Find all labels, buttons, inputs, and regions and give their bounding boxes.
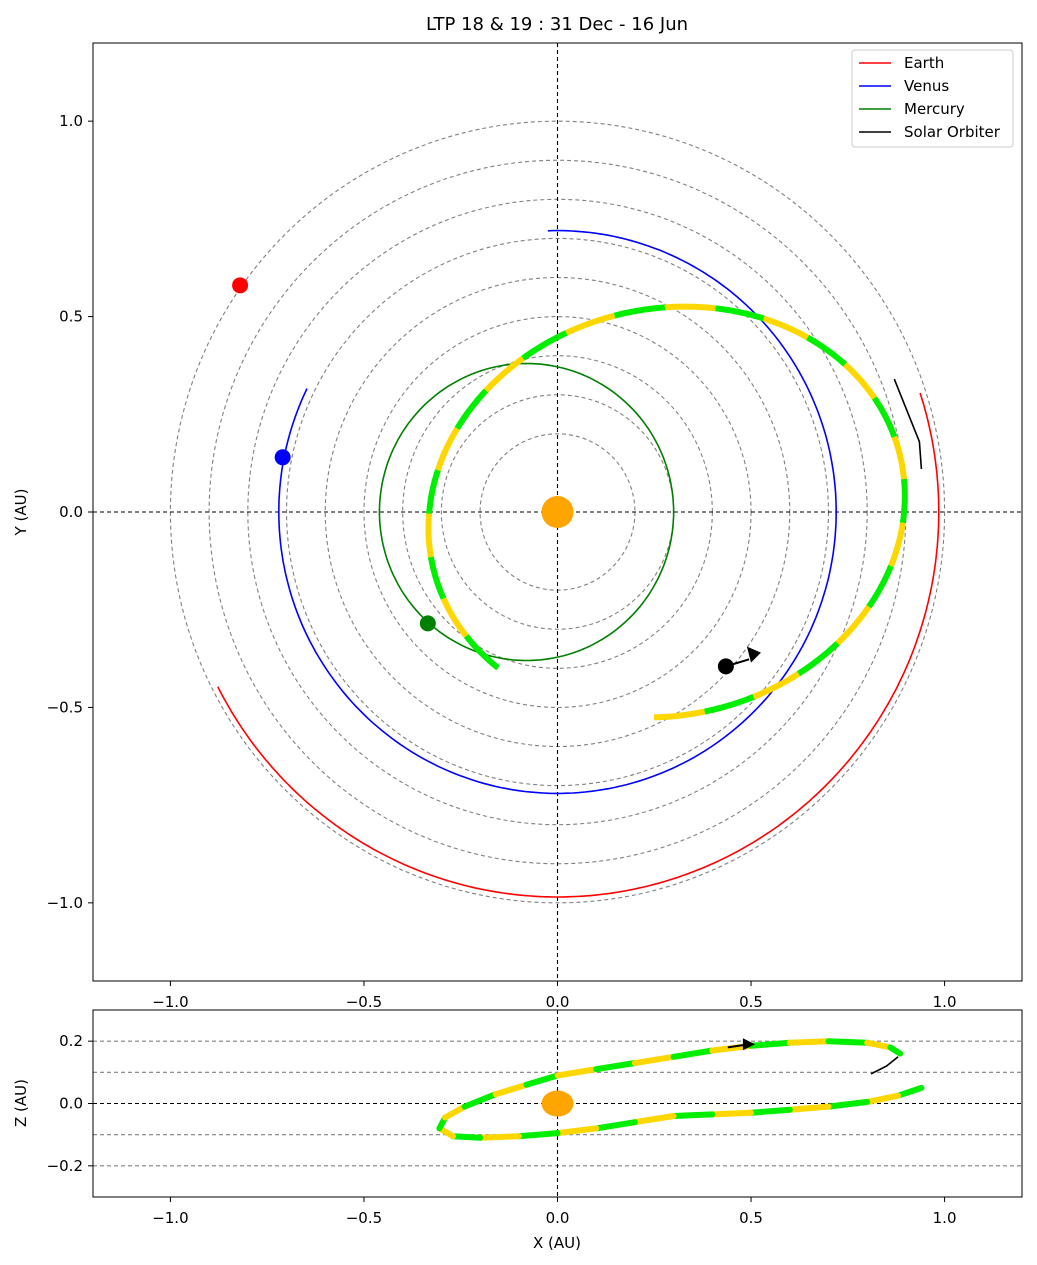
mercury-marker [419, 615, 436, 632]
solar-orbiter-path-segment-4 [835, 604, 872, 646]
xz-solar-orbiter-segment-9 [554, 1125, 600, 1137]
xy-ytick-label-4: 1.0 [59, 112, 83, 130]
xy-ytick-label-3: 0.5 [59, 308, 83, 326]
xz-solar-orbiter-segment-6 [670, 1111, 716, 1119]
xz-ytick-label-2: 0.2 [59, 1032, 83, 1050]
solar-orbiter-path-segment-6 [888, 522, 906, 568]
solar-orbiter-path-segment-2 [752, 671, 801, 700]
xy-ytick-label-2: 0.0 [59, 503, 83, 521]
xz-solar-orbiter-segment-10 [515, 1130, 561, 1140]
xy-frame [92, 42, 1023, 982]
xz-solar-orbiter-segment-8 [593, 1119, 638, 1132]
solar-orbiter-direction-arrow [746, 646, 761, 663]
xz-solar-orbiter-segment-17 [492, 1081, 530, 1098]
xz-solar-orbiter-segment-15 [442, 1103, 468, 1121]
xz-ytick-label-0: −0.2 [47, 1157, 83, 1175]
xy-xtick-label-4: 1.0 [933, 993, 957, 1011]
solar-orbiter-path-segment-16 [565, 312, 616, 336]
xy-xtick-label-1: −0.5 [346, 993, 382, 1011]
solar-orbiter-path-segment-25 [463, 634, 500, 671]
mercury-orbit-line [378, 362, 675, 662]
xz-solar-orbiter-segment-5 [709, 1109, 754, 1118]
xz-sun-marker [541, 1090, 574, 1117]
xz-solar-orbiter-segment-7 [631, 1113, 677, 1126]
xz-solar-orbiter-direction-arrow [742, 1038, 755, 1051]
solar-orbiter-path-segment-24 [440, 597, 469, 638]
xy-ytick-label-1: −0.5 [47, 698, 83, 716]
xz-xtick-label-3: 0.5 [739, 1209, 763, 1227]
xz-solar-orbiter-segment-26 [825, 1038, 871, 1046]
xz-solar-orbiter-segment-12 [450, 1133, 484, 1141]
earth-orbit-line [217, 392, 940, 898]
xz-xtick-label-0: −1.0 [152, 1209, 188, 1227]
chart-title: LTP 18 & 19 : 31 Dec - 16 Jun [426, 14, 688, 35]
venus-marker [274, 449, 291, 466]
earth-marker [232, 277, 249, 294]
solar-orbiter-path-segment-11 [806, 334, 848, 367]
xz-solar-orbiter-segment-16 [461, 1091, 499, 1110]
solar-orbiter-path-segment-19 [454, 388, 489, 431]
xz-solar-orbiter-segment-28 [887, 1044, 904, 1057]
solar-orbiter-path-segment-22 [425, 513, 434, 558]
xz-xtick-label-1: −0.5 [346, 1209, 382, 1227]
venus-orbit-line [277, 229, 838, 795]
xz-ylabel: Z (AU) [12, 1079, 30, 1127]
xz-panel: −1.0 −0.5 0.0 0.5 1.0 −0.2 0.0 0.2 [47, 1009, 1023, 1227]
solar-orbiter-path-segment-3 [796, 640, 840, 677]
solar-orbiter-path-segment-20 [435, 426, 460, 472]
xz-solar-orbiter-segment-24 [748, 1039, 793, 1049]
xy-ytick-label-0: −1.0 [47, 894, 83, 912]
solar-orbiter-path-segment-23 [427, 556, 447, 600]
xz-solar-orbiter-segment-18 [523, 1072, 561, 1088]
xz-xtick-label-2: 0.0 [546, 1209, 570, 1227]
solar-orbiter-path-segment-13 [715, 305, 765, 322]
xz-solar-orbiter-segment-0 [895, 1084, 925, 1099]
legend-earth-label: Earth [904, 54, 944, 72]
xy-xtick-label-2: 0.0 [546, 993, 570, 1011]
legend: Earth Venus Mercury Solar Orbiter [851, 49, 1014, 148]
solar-orbiter-path-segment-1 [704, 694, 755, 715]
legend-solar-orbiter-label: Solar Orbiter [904, 123, 1001, 141]
solar-orbiter-path-segment-18 [483, 355, 525, 393]
xy-ylabel: Y (AU) [12, 489, 30, 537]
solar-orbiter-path-segment-8 [891, 435, 907, 480]
xz-solar-orbiter-segment-19 [554, 1066, 600, 1079]
legend-mercury-label: Mercury [904, 100, 965, 118]
solar-orbiter-path-segment-10 [843, 362, 877, 400]
solar-orbiter-path-segment-21 [426, 469, 441, 515]
solar-orbiter-path-segment-14 [664, 303, 716, 312]
xz-frame [92, 1009, 1023, 1198]
xz-solar-orbiter-segment-4 [748, 1106, 793, 1116]
xz-xlabel: X (AU) [533, 1234, 581, 1252]
xz-solar-orbiter-tail-line [870, 1056, 899, 1075]
xz-solar-orbiter-segment-27 [864, 1039, 894, 1051]
xz-solar-orbiter-segment-22 [670, 1047, 716, 1060]
xz-solar-orbiter-segment-25 [786, 1038, 832, 1046]
xy-panel: −1.0 −0.5 0.0 0.5 1.0 −1.0 −0.5 0.0 0.5 1.0 Earth… [47, 42, 1023, 1011]
solar-orbiter-path-segment-9 [871, 396, 898, 438]
sun-marker [541, 496, 574, 528]
xz-solar-orbiter-segment-2 [825, 1098, 871, 1110]
xz-solar-orbiter-segment-11 [477, 1133, 522, 1141]
xy-xtick-label-3: 0.5 [739, 993, 763, 1011]
legend-box [851, 49, 1014, 148]
legend-venus-label: Venus [904, 77, 949, 95]
xy-xtick-label-0: −1.0 [152, 993, 188, 1011]
solar-orbiter-path-segment-5 [866, 564, 894, 609]
xz-solar-orbiter-segment-3 [786, 1103, 832, 1113]
solar-orbiter-path-segment-17 [521, 330, 568, 361]
solar-orbiter-direction-line [725, 658, 750, 668]
solar-orbiter-path-segment-0 [653, 708, 706, 721]
solar-orbiter-path-segment-15 [613, 304, 666, 319]
solar-orbiter-path-segment-12 [762, 315, 810, 341]
solar-orbiter-tail-line [893, 378, 923, 470]
xz-solar-orbiter-segment-20 [593, 1060, 638, 1073]
xz-solar-orbiter-segment-1 [864, 1092, 902, 1105]
xz-solar-orbiter-segment-21 [631, 1053, 677, 1066]
solar-orbiter-path-segment-7 [899, 478, 908, 524]
xz-ytick-label-1: 0.0 [59, 1095, 83, 1113]
xz-xtick-label-4: 1.0 [933, 1209, 957, 1227]
